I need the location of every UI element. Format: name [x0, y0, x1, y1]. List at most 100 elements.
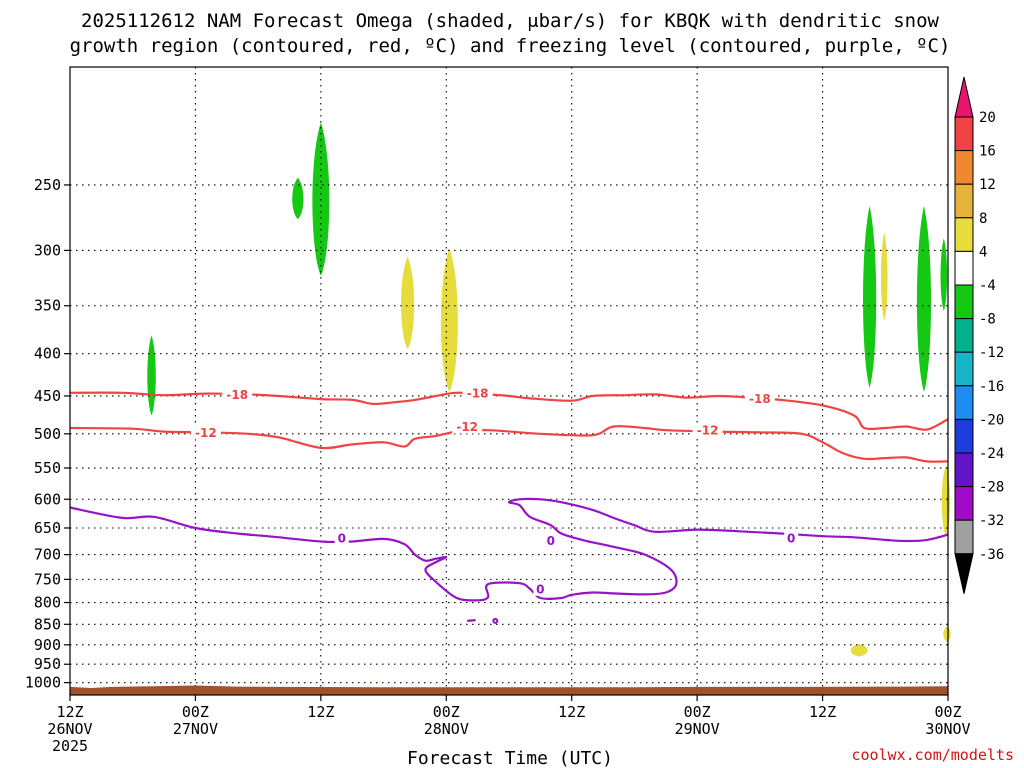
colorbar-swatch [954, 452, 974, 488]
omega-region-yellow-6 [943, 626, 951, 642]
colorbar-label: -20 [979, 412, 1004, 428]
contour-label: 0 [547, 534, 555, 548]
contour-label: -12 [456, 420, 478, 434]
y-tick-label: 700 [34, 546, 61, 564]
omega-region-green-5 [916, 205, 932, 392]
colorbar-label: 12 [979, 177, 996, 193]
x-tick-time: 12Z [558, 703, 585, 721]
x-tick-time: 12Z [809, 703, 836, 721]
y-tick-label: 850 [34, 615, 61, 633]
y-tick-label: 950 [34, 655, 61, 673]
plot-frame [69, 66, 949, 696]
omega-region-green-4 [863, 205, 877, 388]
y-tick-label: 1000 [25, 674, 61, 692]
y-tick-label: 350 [34, 297, 61, 315]
contour-label: 0 [536, 582, 544, 596]
contour-label-bg [222, 387, 253, 402]
contour-line--18 [69, 391, 949, 431]
contour-label: -12 [697, 424, 719, 438]
contour-label: -18 [467, 386, 489, 400]
contour-label-bg [744, 391, 775, 406]
y-tick-label: 600 [34, 490, 61, 508]
x-tick-time: 00Z [684, 703, 711, 721]
contour-label-bg [692, 423, 723, 438]
omega-region-yellow-1 [401, 256, 415, 350]
colorbar-label: -8 [979, 312, 996, 328]
colorbar-label: 8 [979, 211, 987, 227]
colorbar-swatch [954, 183, 974, 219]
colorbar-label: 20 [979, 110, 996, 126]
chart-title-line-1: 2025112612 NAM Forecast Omega (shaded, μ… [81, 10, 939, 32]
x-tick-date: 29NOV [675, 720, 720, 738]
y-tick-label: 250 [34, 176, 61, 194]
x-tick-time: 00Z [934, 703, 961, 721]
omega-region-green-2 [292, 177, 304, 220]
colorbar-label: -16 [979, 379, 1004, 395]
y-tick-label: 800 [34, 594, 61, 612]
contour-line-0-small [467, 619, 476, 622]
contour-label-bg [190, 425, 221, 440]
x-tick-date: 26NOV [47, 720, 92, 738]
omega-region-green-1 [147, 335, 156, 416]
colorbar-swatch [954, 217, 974, 252]
x-tick-time: 12Z [307, 703, 334, 721]
chart-title-line-2: growth region (contoured, red, ºC) and f… [70, 35, 951, 57]
colorbar-swatch [954, 418, 974, 454]
terrain-fill [70, 685, 948, 695]
colorbar-label: -24 [979, 446, 1004, 462]
colorbar-swatch [954, 486, 974, 521]
x-tick-time: 00Z [433, 703, 460, 721]
terrain-layer [70, 685, 948, 695]
colorbar-swatch [954, 150, 974, 185]
y-tick-label: 450 [34, 387, 61, 405]
contour-label-bg [784, 530, 799, 545]
contour-label-bg [334, 530, 349, 545]
contour-label-bg [533, 581, 548, 596]
x-tick-date: 27NOV [173, 720, 218, 738]
plot-area: -18 -18 -18 -12 -12 -12 0 0 0 0 [69, 66, 951, 696]
y-tick-label: 500 [34, 425, 61, 443]
contour-label: 0 [338, 531, 346, 545]
contour-0-dot [492, 617, 499, 624]
colorbar-top-arrow [954, 76, 974, 118]
colorbar-label: -32 [979, 513, 1004, 529]
colorbar-swatch [954, 116, 974, 152]
omega-region-yellow-2 [440, 247, 458, 392]
contour-label: -18 [749, 392, 771, 406]
x-tick-time: 12Z [56, 703, 83, 721]
contour-label: 0 [787, 531, 795, 545]
x-tick-time: 00Z [182, 703, 209, 721]
contour-layer: -18 -18 -18 -12 -12 -12 0 0 0 0 [69, 385, 949, 624]
contour-label-bg [462, 385, 493, 400]
colorbar-swatch [954, 250, 974, 286]
colorbar-label: 4 [979, 244, 987, 260]
colorbar-label: -36 [979, 547, 1004, 563]
colorbar-label: 16 [979, 144, 996, 160]
y-tick-label: 650 [34, 519, 61, 537]
colorbar-label: -12 [979, 345, 1004, 361]
omega-region-yellow-4 [941, 464, 951, 537]
contour-label: -18 [226, 388, 248, 402]
contour-line-0-main [69, 497, 949, 602]
y-tick-label: 900 [34, 636, 61, 654]
colorbar-swatch [954, 385, 974, 420]
credit-link[interactable]: coolwx.com/modelts [851, 746, 1014, 764]
colorbar-label: -4 [979, 278, 996, 294]
colorbar: 20 16 12 8 4 -4 -8 -12 -16 -20 -24 -28 -32 -36 [954, 76, 1004, 594]
y-axis-ticks: 250 300 350 400 450 500 550 600 650 700 750 800 850 9… [25, 176, 70, 692]
y-tick-label: 400 [34, 345, 61, 363]
x-tick-year: 2025 [52, 737, 88, 755]
contour-label-bg [452, 419, 483, 434]
y-tick-label: 300 [34, 241, 61, 259]
contour-line--12 [69, 425, 949, 463]
x-tick-date: 28NOV [424, 720, 469, 738]
colorbar-swatch [954, 519, 974, 555]
colorbar-bottom-arrow [954, 553, 974, 594]
contour-label-bg [543, 533, 558, 548]
omega-shading-layer [147, 122, 951, 657]
y-tick-label: 750 [34, 570, 61, 588]
colorbar-swatch [954, 318, 974, 353]
colorbar-label: -28 [979, 480, 1004, 496]
x-axis-title: Forecast Time (UTC) [407, 748, 613, 768]
